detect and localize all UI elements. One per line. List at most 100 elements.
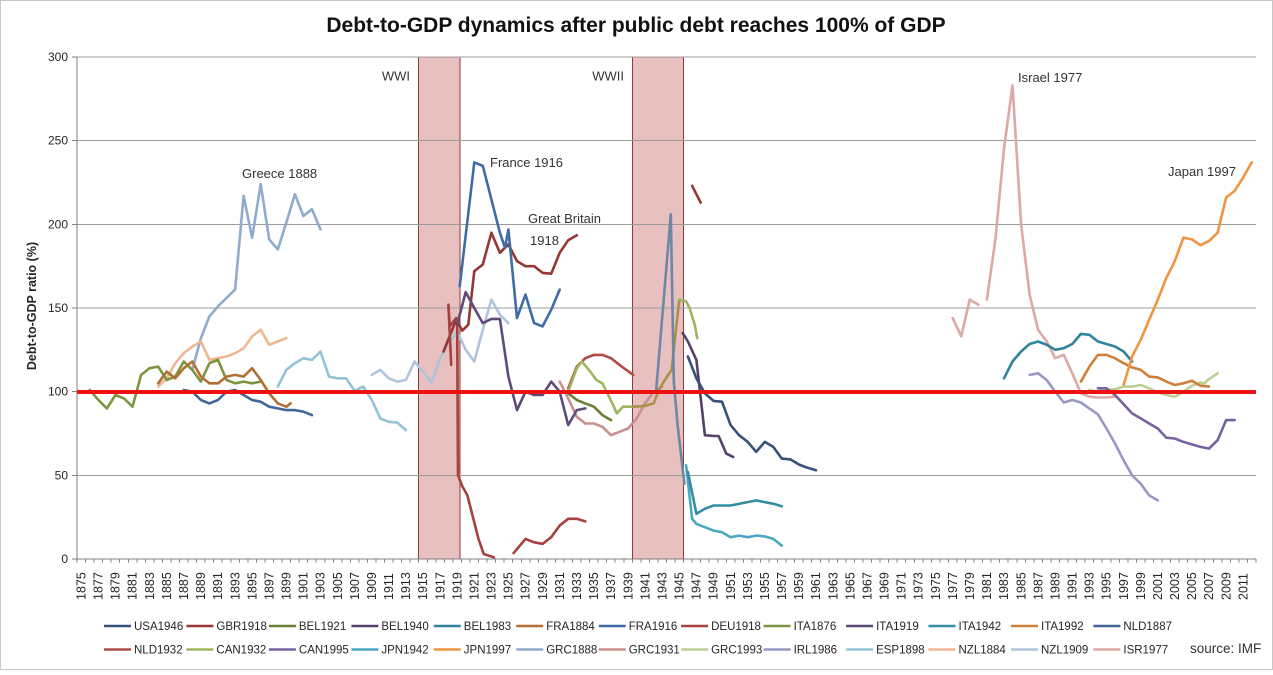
svg-text:IRL1986: IRL1986 <box>794 645 837 657</box>
svg-text:Greece 1888: Greece 1888 <box>242 166 317 181</box>
svg-text:1885: 1885 <box>160 572 174 600</box>
svg-text:1918: 1918 <box>530 233 559 248</box>
svg-text:1987: 1987 <box>1031 572 1045 600</box>
svg-text:1985: 1985 <box>1014 572 1028 600</box>
svg-text:Debt-to-GDP ratio (%): Debt-to-GDP ratio (%) <box>25 242 39 370</box>
svg-text:1951: 1951 <box>724 572 738 600</box>
svg-text:1991: 1991 <box>1066 572 1080 600</box>
svg-text:1877: 1877 <box>92 572 106 600</box>
svg-text:GRC1993: GRC1993 <box>711 645 762 657</box>
svg-text:1895: 1895 <box>245 572 259 600</box>
svg-text:GBR1918: GBR1918 <box>216 621 267 633</box>
svg-text:1903: 1903 <box>314 572 328 600</box>
svg-text:2009: 2009 <box>1219 572 1233 600</box>
svg-text:1965: 1965 <box>843 572 857 600</box>
svg-text:2003: 2003 <box>1168 572 1182 600</box>
svg-text:1923: 1923 <box>485 572 499 600</box>
svg-text:BEL1983: BEL1983 <box>464 621 511 633</box>
svg-text:1889: 1889 <box>194 572 208 600</box>
svg-text:JPN1997: JPN1997 <box>464 645 511 657</box>
svg-text:1931: 1931 <box>553 572 567 600</box>
svg-text:1937: 1937 <box>604 572 618 600</box>
svg-text:1999: 1999 <box>1134 572 1148 600</box>
svg-text:150: 150 <box>48 301 68 315</box>
svg-text:ITA1992: ITA1992 <box>1041 621 1084 633</box>
svg-text:1993: 1993 <box>1083 572 1097 600</box>
svg-text:1899: 1899 <box>280 572 294 600</box>
svg-text:1967: 1967 <box>861 572 875 600</box>
svg-text:1969: 1969 <box>878 572 892 600</box>
svg-text:Israel 1977: Israel 1977 <box>1018 70 1082 85</box>
svg-text:2001: 2001 <box>1151 572 1165 600</box>
svg-text:ITA1942: ITA1942 <box>959 621 1002 633</box>
svg-text:1989: 1989 <box>1048 572 1062 600</box>
svg-text:250: 250 <box>48 134 68 148</box>
svg-text:NLD1932: NLD1932 <box>134 645 183 657</box>
svg-text:0: 0 <box>61 552 68 566</box>
svg-text:50: 50 <box>55 468 69 482</box>
svg-text:1983: 1983 <box>997 572 1011 600</box>
svg-text:ESP1898: ESP1898 <box>876 645 925 657</box>
svg-text:GRC1888: GRC1888 <box>546 645 597 657</box>
svg-text:NZL1884: NZL1884 <box>959 645 1007 657</box>
svg-text:1881: 1881 <box>126 572 140 600</box>
svg-text:1893: 1893 <box>228 572 242 600</box>
svg-text:FRA1884: FRA1884 <box>546 621 595 633</box>
svg-text:1927: 1927 <box>519 572 533 600</box>
svg-text:1997: 1997 <box>1117 572 1131 600</box>
svg-text:1963: 1963 <box>826 572 840 600</box>
svg-text:Japan 1997: Japan 1997 <box>1168 164 1236 179</box>
svg-text:1941: 1941 <box>638 572 652 600</box>
svg-text:NZL1909: NZL1909 <box>1041 645 1088 657</box>
svg-text:ISR1977: ISR1977 <box>1123 645 1168 657</box>
svg-text:GRC1931: GRC1931 <box>629 645 680 657</box>
svg-text:1905: 1905 <box>331 572 345 600</box>
svg-text:ITA1876: ITA1876 <box>794 621 837 633</box>
svg-text:1973: 1973 <box>912 572 926 600</box>
svg-text:1875: 1875 <box>75 572 89 600</box>
svg-text:2005: 2005 <box>1185 572 1199 600</box>
svg-text:1919: 1919 <box>450 572 464 600</box>
svg-text:1929: 1929 <box>536 572 550 600</box>
svg-text:1913: 1913 <box>399 572 413 600</box>
svg-text:1879: 1879 <box>109 572 123 600</box>
svg-text:DEU1918: DEU1918 <box>711 621 761 633</box>
svg-text:1939: 1939 <box>621 572 635 600</box>
svg-text:WWI: WWI <box>382 69 410 84</box>
svg-text:1975: 1975 <box>929 572 943 600</box>
svg-text:1971: 1971 <box>895 572 909 600</box>
svg-text:USA1946: USA1946 <box>134 621 183 633</box>
svg-text:BEL1921: BEL1921 <box>299 621 346 633</box>
svg-text:France 1916: France 1916 <box>490 155 563 170</box>
svg-text:1953: 1953 <box>741 572 755 600</box>
svg-text:1907: 1907 <box>348 572 362 600</box>
svg-text:1977: 1977 <box>946 572 960 600</box>
svg-text:WWII: WWII <box>592 69 624 84</box>
svg-text:1945: 1945 <box>673 572 687 600</box>
svg-text:1933: 1933 <box>570 572 584 600</box>
svg-text:ITA1919: ITA1919 <box>876 621 919 633</box>
svg-text:2011: 2011 <box>1236 573 1250 600</box>
svg-text:Debt-to-GDP dynamics after pub: Debt-to-GDP dynamics after public debt r… <box>326 14 945 37</box>
svg-text:1995: 1995 <box>1100 572 1114 600</box>
svg-text:1891: 1891 <box>211 572 225 600</box>
svg-text:CAN1995: CAN1995 <box>299 645 349 657</box>
svg-text:1979: 1979 <box>963 572 977 600</box>
svg-text:1957: 1957 <box>775 572 789 600</box>
svg-text:source: IMF: source: IMF <box>1190 641 1261 656</box>
svg-text:NLD1887: NLD1887 <box>1123 621 1172 633</box>
svg-text:1947: 1947 <box>690 572 704 600</box>
svg-text:Great Britain: Great Britain <box>528 211 601 226</box>
svg-text:1921: 1921 <box>468 572 482 600</box>
svg-text:1887: 1887 <box>177 572 191 600</box>
svg-text:1909: 1909 <box>365 572 379 600</box>
svg-text:1955: 1955 <box>758 572 772 600</box>
svg-text:1949: 1949 <box>707 572 721 600</box>
svg-text:1981: 1981 <box>980 572 994 600</box>
svg-text:1925: 1925 <box>502 572 516 600</box>
svg-text:1961: 1961 <box>809 572 823 600</box>
svg-text:300: 300 <box>48 50 68 64</box>
svg-text:1959: 1959 <box>792 572 806 600</box>
svg-text:1917: 1917 <box>433 572 447 600</box>
svg-text:1935: 1935 <box>587 572 601 600</box>
